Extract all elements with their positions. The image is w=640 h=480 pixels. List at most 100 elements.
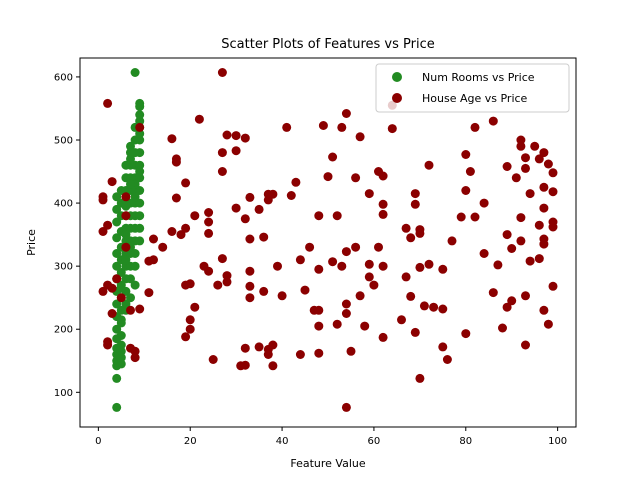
data-point — [300, 285, 310, 295]
data-point — [112, 274, 122, 284]
data-point — [346, 346, 356, 356]
data-point — [231, 131, 241, 141]
data-point — [135, 160, 145, 170]
data-point — [222, 277, 232, 287]
y-tick-label: 400 — [54, 199, 73, 210]
data-point — [190, 302, 200, 312]
data-point — [378, 209, 388, 219]
data-point — [337, 122, 347, 132]
data-point — [222, 271, 232, 281]
data-point — [498, 323, 507, 333]
data-point — [507, 244, 517, 253]
data-point — [130, 353, 140, 363]
data-point — [112, 233, 122, 243]
data-point — [378, 261, 388, 271]
data-point — [273, 261, 282, 271]
data-point — [167, 134, 177, 144]
data-point — [135, 129, 145, 139]
data-point — [539, 182, 549, 192]
data-point — [286, 191, 296, 200]
data-point — [135, 98, 145, 108]
x-tick-label: 80 — [459, 436, 472, 447]
data-point — [378, 171, 388, 181]
data-point — [341, 109, 351, 118]
data-point — [190, 211, 200, 221]
data-point — [470, 212, 480, 222]
data-point — [149, 255, 158, 265]
data-point — [539, 203, 549, 213]
data-point — [112, 324, 122, 334]
data-point — [204, 266, 214, 276]
data-point — [355, 291, 365, 301]
data-point — [314, 211, 324, 221]
data-point — [295, 350, 305, 359]
data-point — [240, 360, 250, 370]
data-point — [539, 239, 549, 249]
data-point — [116, 340, 126, 350]
legend-label-num-rooms: Num Rooms vs Price — [422, 71, 535, 84]
data-point — [548, 281, 558, 291]
data-point — [470, 122, 480, 132]
data-point — [112, 204, 122, 214]
data-point — [135, 167, 145, 176]
legend-marker-house-age — [392, 93, 402, 103]
data-point — [245, 234, 255, 244]
data-point — [240, 214, 250, 224]
data-point — [314, 305, 324, 315]
data-point — [525, 256, 535, 266]
data-point — [268, 189, 278, 199]
data-point — [415, 228, 425, 238]
data-point — [539, 305, 549, 315]
legend-label-house-age: House Age vs Price — [422, 92, 528, 105]
data-point — [268, 340, 278, 350]
data-point — [171, 157, 181, 167]
data-point — [406, 291, 416, 301]
data-point — [323, 172, 333, 182]
data-point — [438, 304, 448, 314]
data-point — [493, 260, 503, 270]
data-point — [103, 220, 113, 230]
data-point — [259, 232, 269, 242]
data-point — [121, 211, 131, 221]
data-point — [332, 211, 342, 221]
data-point — [341, 247, 351, 257]
data-point — [185, 324, 195, 334]
data-point — [539, 148, 549, 158]
data-point — [314, 348, 324, 358]
data-point — [415, 373, 425, 383]
plot-frame — [79, 57, 577, 428]
data-point — [112, 249, 122, 258]
x-tick-label: 0 — [95, 436, 101, 447]
x-tick-label: 60 — [368, 436, 381, 447]
data-point — [461, 186, 471, 195]
data-point — [282, 122, 292, 132]
data-point — [530, 141, 540, 151]
data-point — [254, 342, 264, 352]
x-tick-label: 40 — [276, 436, 289, 447]
data-point — [185, 279, 195, 289]
data-point — [121, 242, 131, 252]
data-point — [525, 189, 535, 199]
data-point — [217, 167, 227, 176]
data-point — [121, 192, 131, 202]
data-point — [135, 211, 145, 221]
x-tick-label: 20 — [184, 436, 197, 447]
data-point — [516, 141, 526, 151]
data-point — [98, 286, 108, 296]
data-point — [135, 110, 145, 120]
data-point — [116, 359, 126, 369]
data-point — [369, 280, 379, 290]
data-point — [521, 340, 530, 350]
data-point — [521, 163, 530, 173]
data-point — [406, 233, 416, 243]
data-point — [121, 230, 131, 240]
y-tick-label: 500 — [54, 136, 73, 147]
data-point — [543, 159, 553, 169]
data-point — [295, 255, 305, 265]
data-point — [438, 342, 448, 352]
data-point — [263, 350, 273, 359]
data-point — [135, 223, 145, 233]
data-point — [341, 299, 351, 309]
data-point — [364, 189, 374, 199]
